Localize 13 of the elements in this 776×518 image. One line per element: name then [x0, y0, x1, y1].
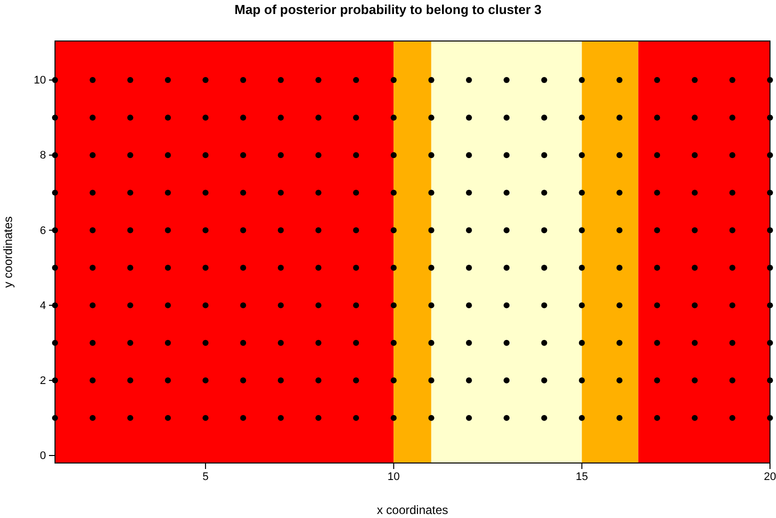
y-tick-label: 6 — [40, 224, 46, 237]
x-axis-title: x coordinates — [376, 503, 448, 517]
y-tick-label: 10 — [34, 74, 46, 87]
chart-title: Map of posterior probability to belong to cluster 3 — [234, 2, 542, 17]
x-tick-label: 15 — [576, 470, 588, 483]
y-tick-label: 4 — [40, 300, 46, 312]
x-tick-label: 5 — [202, 470, 209, 483]
x-tick-label: 20 — [764, 470, 776, 483]
y-axis-title: y coordinates — [1, 216, 15, 288]
y-tick-label: 8 — [40, 150, 46, 162]
y-tick-label: 0 — [40, 450, 46, 462]
x-tick-label: 10 — [388, 470, 400, 483]
y-tick-label: 2 — [40, 374, 46, 387]
